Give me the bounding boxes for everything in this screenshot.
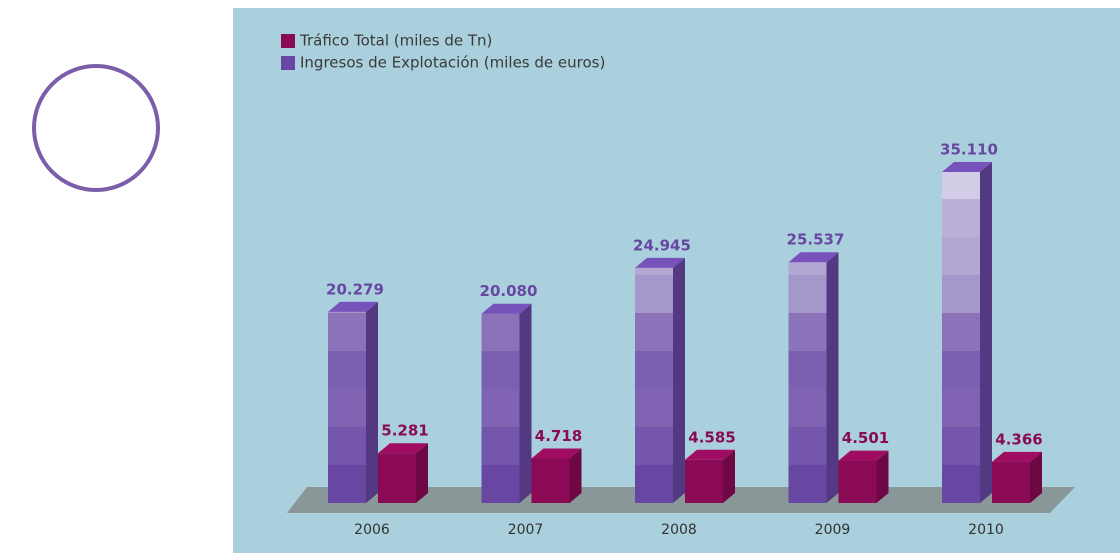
bar-stripe [788, 351, 827, 389]
bar-top [685, 449, 735, 460]
bar-stripe [481, 351, 520, 389]
bar-stripe [942, 237, 980, 275]
legend-swatch [281, 56, 295, 70]
bar-stripe [788, 465, 827, 503]
value-label: 5.281 [381, 422, 428, 440]
bar [992, 461, 1030, 503]
bar-stripe [328, 427, 366, 465]
x-tick-label: 2008 [661, 522, 697, 538]
bar-stripe [635, 465, 673, 503]
bar-stripe [635, 275, 673, 313]
bar-top [378, 443, 428, 454]
bar-side [826, 252, 839, 503]
legend-label: Ingresos de Explotación (miles de euros) [300, 54, 605, 72]
bar [378, 453, 416, 503]
bar-side [416, 443, 428, 503]
x-tick-label: 2009 [815, 522, 851, 538]
bar-side [569, 448, 582, 503]
bar-top [942, 162, 992, 172]
bar-side [876, 450, 889, 503]
bar-stripe [635, 313, 673, 351]
bar-stripe [481, 427, 520, 465]
x-tick-label: 2007 [508, 522, 544, 538]
bar-stripe [481, 465, 520, 503]
bar-side [723, 449, 735, 503]
bar-stripe [942, 427, 980, 465]
value-label: 4.501 [842, 429, 889, 447]
decor-circle [32, 64, 160, 192]
value-label: 4.366 [995, 430, 1042, 448]
value-label: 4.718 [535, 427, 582, 445]
bar-stripe [635, 389, 673, 427]
bar [838, 460, 877, 503]
legend-label: Tráfico Total (miles de Tn) [299, 32, 492, 50]
legend-swatch [281, 34, 295, 48]
bar-stripe [788, 389, 827, 427]
bar-stripe [788, 262, 827, 275]
bar-stripe [788, 313, 827, 351]
bar-stripe [635, 351, 673, 389]
bar-stripe [942, 351, 980, 389]
bar-stripe [481, 313, 520, 351]
bar-top [328, 301, 378, 312]
bar-stripe [328, 351, 366, 389]
bar-side [1030, 451, 1042, 503]
bar-top [481, 303, 532, 314]
bar-side [366, 301, 378, 503]
bar-side [673, 257, 685, 503]
bar-top [531, 448, 582, 459]
bar-stripe [328, 311, 366, 313]
bar-stripe [942, 313, 980, 351]
bar-stripe [481, 389, 520, 427]
value-label: 24.945 [633, 236, 691, 254]
bar-stripe [942, 275, 980, 313]
bar-stripe [942, 389, 980, 427]
bar-top [838, 450, 889, 461]
bar-stripe [328, 389, 366, 427]
bar-side [980, 162, 992, 503]
bar-stripe [788, 427, 827, 465]
bar [685, 459, 723, 503]
bar-top [788, 252, 839, 263]
value-label: 20.279 [326, 280, 384, 298]
x-tick-label: 2006 [354, 522, 390, 538]
bar-stripe [328, 465, 366, 503]
value-label: 35.110 [940, 141, 998, 159]
bar-stripe [635, 267, 673, 275]
x-tick-label: 2010 [968, 522, 1004, 538]
bar-side [519, 303, 532, 503]
value-label: 25.537 [787, 231, 845, 249]
bar-top [992, 451, 1042, 462]
bar-stripe [942, 172, 980, 199]
value-label: 20.080 [480, 282, 538, 300]
bar-stripe [942, 199, 980, 237]
bar-top [635, 257, 685, 268]
bar-stripe [328, 313, 366, 351]
bar-stripe [788, 275, 827, 313]
value-label: 4.585 [688, 428, 735, 446]
bar-stripe [942, 465, 980, 503]
bar-stripe [635, 427, 673, 465]
bar [531, 458, 570, 503]
